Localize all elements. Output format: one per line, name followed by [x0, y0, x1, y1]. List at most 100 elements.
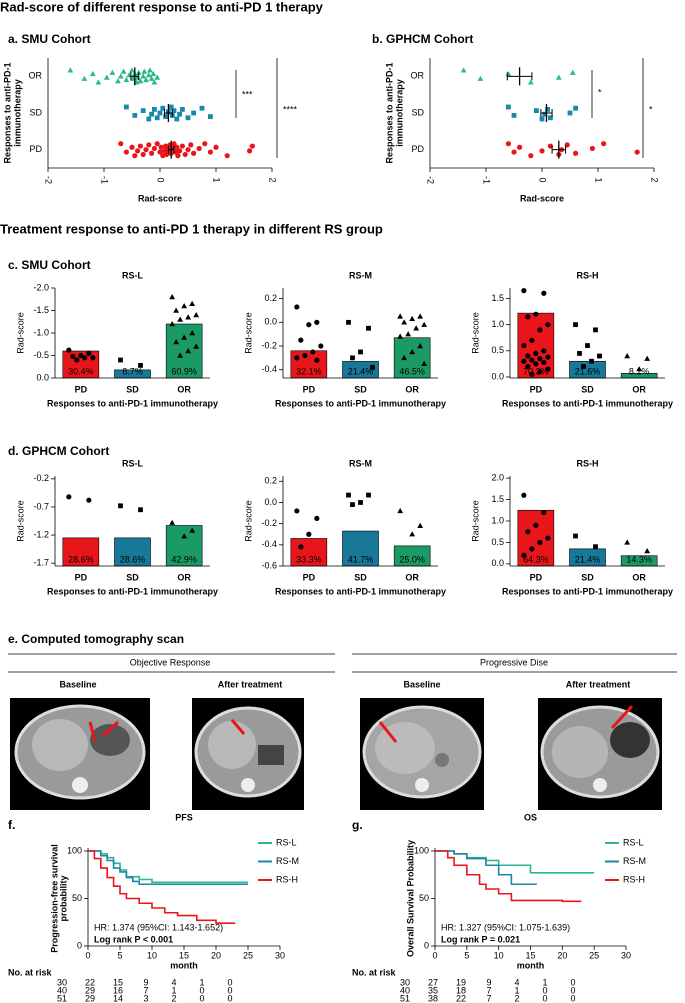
column-label: After treatment [566, 679, 631, 689]
x-tick-label: OR [632, 384, 646, 394]
data-point [154, 115, 160, 121]
x-tick-label: OR [405, 572, 419, 582]
data-point [158, 144, 164, 150]
data-point [541, 359, 547, 365]
x-axis-label: Rad-score [138, 193, 182, 203]
data-point [177, 352, 184, 358]
x-tick-label: PD [530, 384, 543, 394]
data-point [163, 143, 169, 149]
data-point [529, 337, 535, 343]
data-point [358, 349, 363, 355]
x-tick-label: 10 [494, 950, 504, 960]
risk-count: 22 [85, 977, 95, 987]
data-point [505, 141, 511, 147]
category-label: SD [29, 107, 42, 117]
survival-curve [435, 850, 582, 903]
ct-panel: Objective Response Progressive Dise Base… [8, 653, 677, 810]
risk-count: 27 [428, 977, 438, 987]
bar-label: 21.4% [348, 366, 374, 376]
data-point [477, 75, 484, 81]
x-tick-label: 15 [525, 950, 535, 960]
data-point [358, 500, 363, 505]
data-point [539, 116, 545, 122]
bar-label: 70.3% [523, 366, 549, 376]
data-point [401, 319, 408, 325]
data-point [249, 143, 255, 149]
data-point [525, 363, 531, 370]
risk-count: 7 [486, 985, 491, 995]
data-point [573, 533, 578, 539]
data-point [636, 366, 643, 372]
data-point [202, 141, 208, 147]
risk-count: 0 [199, 985, 204, 995]
error-bar [551, 145, 567, 154]
risk-count: 1 [199, 977, 204, 987]
data-point [545, 322, 551, 328]
data-point [577, 351, 582, 356]
y-axis-label: Rad-score [470, 312, 480, 354]
data-point [545, 107, 550, 112]
data-point [306, 531, 312, 537]
risk-table-title: No. at risk [352, 967, 397, 977]
data-point [545, 354, 551, 360]
chart-title: RS-H [577, 270, 599, 280]
data-point [145, 72, 152, 78]
x-tick-label: 0 [85, 950, 90, 960]
bar-label: 46.5% [399, 366, 425, 376]
data-point [177, 148, 183, 154]
panel-title: d. GPHCM Cohort [8, 444, 109, 458]
y-tick-label: -1.7 [33, 558, 49, 568]
data-point [589, 358, 594, 364]
data-point [417, 343, 424, 349]
data-point [521, 288, 527, 294]
data-point [545, 535, 551, 541]
data-point [86, 497, 92, 503]
data-point [135, 148, 141, 154]
data-point [207, 149, 213, 155]
bar [290, 538, 328, 567]
risk-count: 40 [400, 985, 410, 995]
data-point [527, 79, 534, 85]
panel-title: b. GPHCM Cohort [372, 32, 473, 46]
data-point [199, 105, 205, 111]
x-tick-label: -2 [426, 176, 436, 184]
risk-count: 40 [57, 985, 67, 995]
y-axis-label: Overall Survival Probability [405, 840, 415, 957]
data-point [157, 149, 163, 155]
data-point [157, 110, 163, 116]
data-point [147, 67, 153, 73]
section-title: Treatment response to anti-PD 1 therapy … [0, 221, 383, 236]
data-point [405, 331, 412, 337]
data-point [189, 300, 196, 306]
data-point [533, 361, 539, 367]
x-tick-label: 0 [538, 177, 548, 182]
data-point [181, 303, 188, 309]
bar-label: 32.1% [296, 366, 322, 376]
y-tick-label: 0.0 [491, 371, 504, 381]
bar-label: 28.6% [120, 554, 146, 564]
column-label: Baseline [59, 679, 96, 689]
data-point [149, 111, 154, 117]
column-label: After treatment [218, 679, 283, 689]
x-tick-label: SD [126, 572, 139, 582]
data-point [146, 116, 152, 122]
panel-title: g. [352, 818, 363, 832]
data-point [529, 546, 535, 552]
data-point [185, 348, 192, 354]
y-tick-label: -0.2 [261, 340, 277, 350]
data-point [533, 522, 539, 528]
risk-count: 29 [85, 993, 95, 1003]
data-point [314, 357, 320, 363]
data-point [545, 366, 551, 372]
x-tick-label: 1 [212, 177, 222, 182]
x-tick-label: -1 [482, 176, 492, 184]
data-point [397, 313, 404, 319]
legend-label: RS-M [276, 856, 299, 866]
risk-count: 19 [456, 977, 466, 987]
data-point [148, 75, 155, 81]
risk-count: 1 [542, 977, 547, 987]
data-point [185, 147, 191, 153]
data-point [182, 151, 188, 158]
bar-label: 21.6% [575, 366, 601, 376]
data-point [541, 290, 547, 296]
